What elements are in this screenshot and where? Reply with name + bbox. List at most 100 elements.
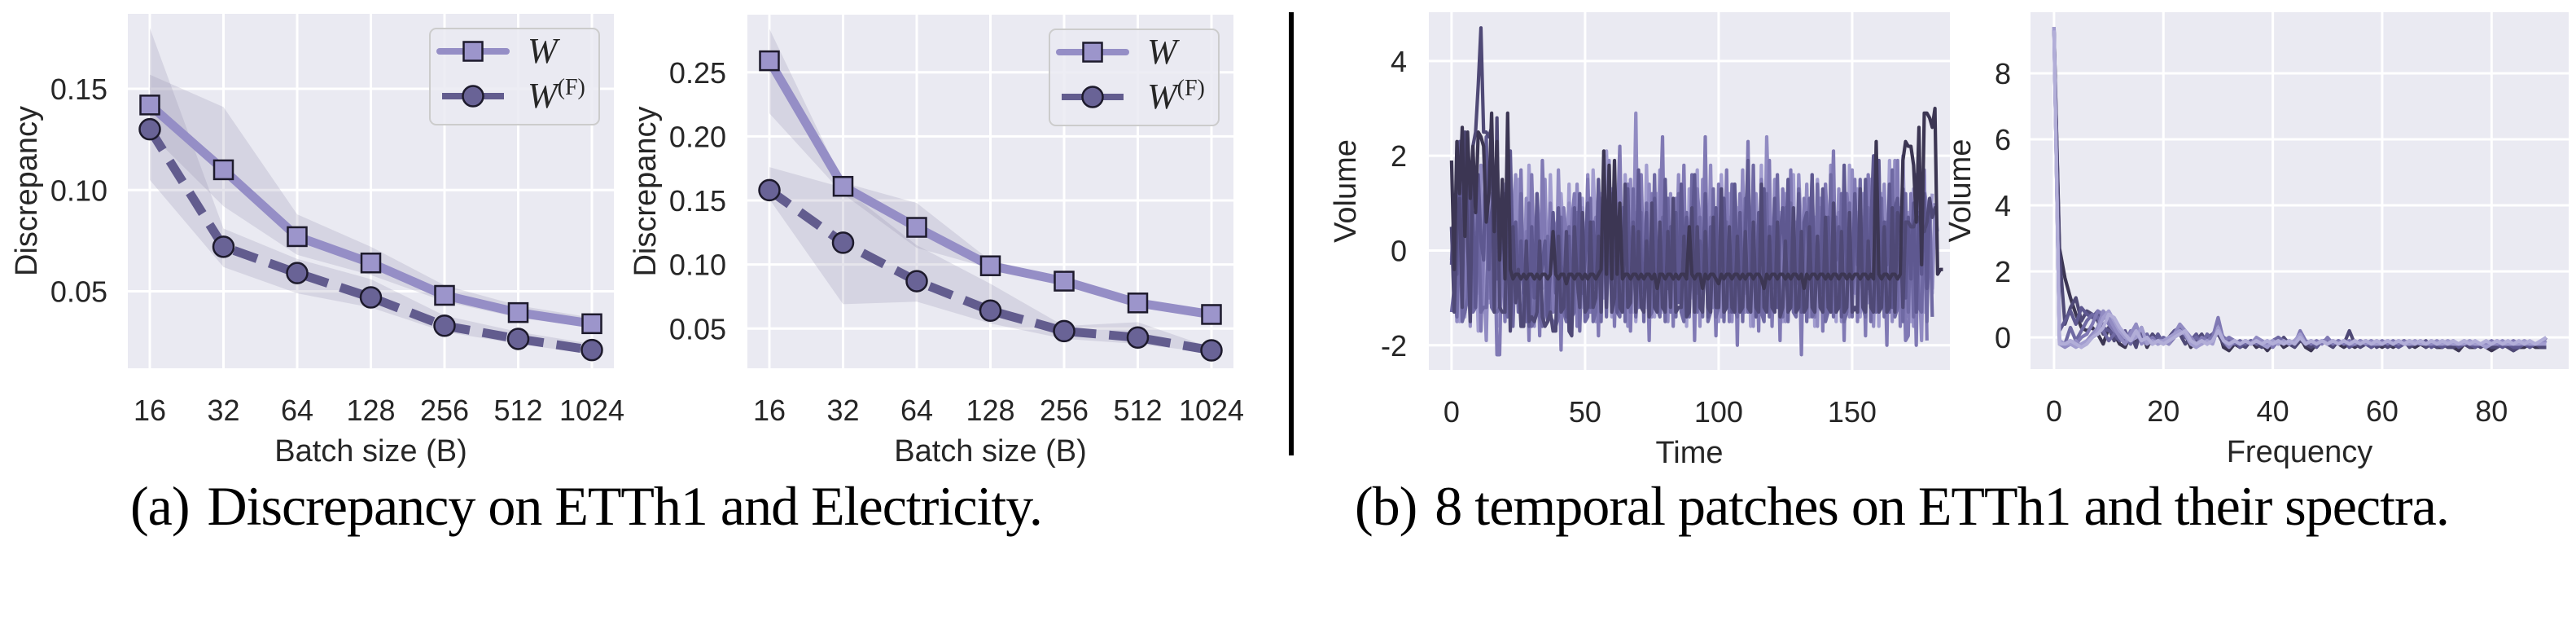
wf-data-point [1053, 319, 1076, 343]
x-tick-label: 512 [1113, 394, 1162, 427]
y-tick-label: 4 [1995, 189, 2011, 222]
x-tick-label: 20 [2147, 394, 2180, 428]
legend-w-marker [1082, 42, 1103, 63]
wf-confidence-band [150, 28, 592, 354]
x-axis-label: Time [1655, 436, 1723, 470]
y-axis-label: Discrepancy [629, 106, 663, 276]
y-tick-label: 0.15 [50, 73, 107, 106]
x-tick-label: 40 [2257, 394, 2289, 428]
temporal-patches-chart: 0 50 100 150 -2 0 2 4 Time Volume [1329, 12, 1950, 470]
y-tick-label: 0.20 [669, 120, 726, 153]
y-tick-label: 2 [1391, 139, 1407, 173]
plot-area [2031, 12, 2569, 369]
x-tick-label: 60 [2366, 394, 2399, 428]
legend-wf-label: W(F) [528, 75, 585, 116]
y-tick-label: 0 [1995, 321, 2011, 354]
x-tick-label: 16 [753, 394, 786, 427]
w-data-point [434, 284, 455, 306]
y-tick-label: -2 [1381, 329, 1407, 363]
x-axis-label: Frequency [2227, 435, 2373, 469]
w-confidence-band [150, 74, 592, 328]
x-tick-label: 80 [2475, 394, 2508, 428]
x-tick-label: 128 [346, 394, 395, 427]
wf-data-point [905, 270, 928, 293]
y-tick-label: 0.05 [669, 312, 726, 345]
legend: WW(F) [1049, 29, 1220, 126]
legend-w-label: W [1147, 32, 1180, 72]
w-data-point [287, 226, 308, 248]
y-tick-label: 0.25 [669, 56, 726, 90]
wf-data-point [433, 314, 456, 337]
legend-w-marker [462, 41, 484, 62]
y-tick-label: 0 [1391, 234, 1407, 267]
w-data-point [507, 301, 529, 323]
w-data-point [1054, 271, 1075, 292]
x-tick-label: 512 [493, 394, 542, 427]
wf-data-point [359, 286, 383, 309]
y-tick-label: 0.10 [50, 174, 107, 207]
patch-1-line [1449, 106, 1943, 291]
x-tick-label: 64 [281, 394, 313, 427]
legend-wf-marker [1081, 86, 1104, 108]
x-tick-label: 0 [1444, 395, 1460, 429]
x-tick-label: 128 [966, 394, 1014, 427]
x-tick-label: 64 [900, 394, 933, 427]
legend-w-label: W [528, 31, 560, 71]
wf-data-point [831, 231, 855, 254]
wf-data-point [506, 328, 530, 350]
x-tick-label: 32 [207, 394, 239, 427]
w-data-point [581, 313, 602, 335]
wf-data-point [138, 117, 161, 141]
y-axis-label: Volume [1943, 139, 1978, 243]
discrepancy-electricity-chart: 16 32 64 128 256 512 1024 0.05 0.10 0.15 0.20 0.25 B… [629, 15, 1244, 468]
x-axis-label: Batch size (B) [894, 434, 1087, 468]
caption-b: (b) 8 temporal patches on ETTh1 and their… [1355, 474, 2450, 539]
y-tick-label: 0.15 [669, 184, 726, 218]
x-tick-label: 256 [420, 394, 469, 427]
x-axis-label: Batch size (B) [274, 434, 467, 468]
x-tick-label: 32 [826, 394, 859, 427]
caption-a: (a) Discrepancy on ETTh1 and Electricity. [130, 474, 1043, 539]
x-tick-label: 256 [1040, 394, 1089, 427]
y-tick-label: 8 [1995, 57, 2011, 90]
caption-b-tag: (b) [1355, 475, 1417, 537]
x-tick-label: 100 [1694, 395, 1743, 429]
x-tick-label: 1024 [1179, 394, 1244, 427]
w-data-point [1127, 293, 1149, 314]
y-tick-label: 0.10 [669, 249, 726, 282]
y-tick-label: 2 [1995, 255, 2011, 288]
wf-data-point [580, 338, 603, 362]
x-tick-label: 0 [2046, 394, 2062, 428]
legend-wf-superscript: (F) [1177, 76, 1205, 101]
spectrum-7-line [2052, 27, 2547, 350]
patch-2-line [1449, 26, 1938, 338]
y-axis-label: Discrepancy [10, 106, 44, 276]
caption-a-text: Discrepancy on ETTh1 and Electricity. [207, 475, 1042, 537]
w-data-point [1201, 304, 1222, 325]
wf-data-point [1200, 339, 1223, 362]
x-tick-label: 16 [134, 394, 166, 427]
w-data-point [979, 255, 1001, 276]
patch-4-line [1449, 163, 1934, 333]
w-data-point [832, 175, 854, 197]
w-data-point [212, 159, 234, 181]
wf-data-point [212, 235, 235, 258]
w-data-point [139, 95, 160, 116]
y-tick-label: 6 [1995, 123, 2011, 156]
wf-data-point [286, 262, 309, 284]
wf-data-point [758, 178, 781, 202]
x-tick-label: 150 [1828, 395, 1877, 429]
spectrum-8-line [2052, 30, 2548, 350]
legend: WW(F) [429, 28, 600, 125]
legend-wf-superscript: (F) [558, 75, 585, 100]
w-data-point [906, 217, 927, 238]
w-data-point [759, 50, 780, 72]
caption-b-text: 8 temporal patches on ETTh1 and their sp… [1435, 475, 2450, 537]
y-tick-label: 0.05 [50, 275, 107, 309]
patch-spectra-chart: 0 20 40 60 80 0 2 4 6 8 Frequency Volume [1943, 12, 2569, 469]
w-data-point [360, 252, 382, 274]
y-axis-label: Volume [1329, 139, 1363, 243]
x-tick-label: 50 [1569, 395, 1601, 429]
legend-wf-marker [462, 85, 484, 108]
